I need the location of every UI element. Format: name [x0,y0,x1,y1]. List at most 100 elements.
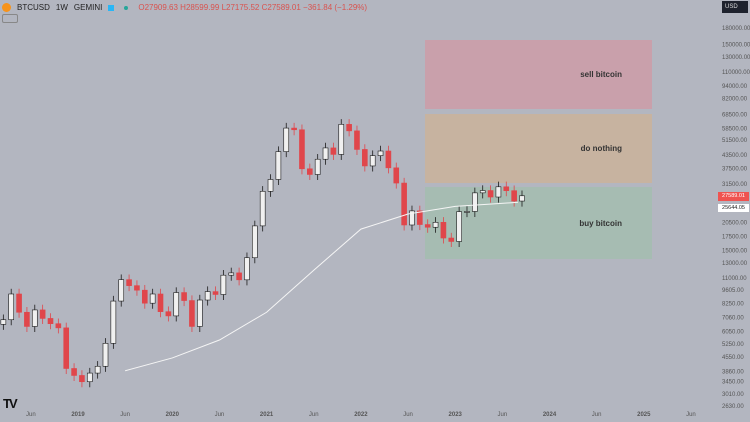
candle-body [299,129,305,170]
market-open-icon [124,5,129,10]
y-tick-label: 13000.00 [722,261,748,267]
y-tick-label: 150000.00 [722,42,750,48]
candle-body [141,289,148,304]
x-tick-label: Jun [498,412,508,418]
y-tick-label: 37500.00 [722,166,748,172]
candle-body [346,124,352,132]
x-tick-label: 2025 [637,412,651,418]
y-tick-label: 3860.00 [722,370,744,376]
candle-body [165,311,172,317]
candle-body [55,323,62,329]
y-tick-label: 5250.00 [722,342,744,348]
candle-body [362,149,368,167]
candle-body [354,130,360,150]
candle-body [31,309,38,327]
y-tick-label: 31500.00 [722,182,748,188]
y-tick-label: 4550.00 [722,355,744,361]
candle-body [424,224,431,228]
candle-body [197,299,203,327]
candle-body [212,291,219,295]
candle-body [134,285,140,291]
x-tick-label: Jun [592,412,602,418]
candle-body [228,272,235,276]
candle-body [479,190,486,194]
zone-sell: sell bitcoin [425,40,652,109]
candle-body [377,150,384,156]
candle-body [456,211,462,242]
close-value: C27589.01 [261,3,301,12]
x-tick-label: 2021 [260,412,274,418]
candle-body [440,222,447,239]
y-tick-label: 51500.00 [722,138,748,144]
candle-body [322,147,329,160]
x-tick-label: 2023 [449,412,463,418]
candle-body [63,327,70,369]
candle-body [307,168,313,175]
x-tick-label: 2020 [166,412,180,418]
exchange: GEMINI [73,3,103,12]
high-value: H28599.99 [180,3,220,12]
candle-body [157,293,164,312]
candle-body [283,127,290,152]
candle-body [401,182,407,226]
candle-body [338,124,345,155]
candle-body [495,186,502,198]
candle-body [8,293,15,321]
candle-body [432,222,439,228]
zone-do-nothing: do nothing [425,114,652,183]
y-tick-label: 8250.00 [722,302,744,308]
zone-sell-label: sell bitcoin [580,70,622,79]
ma-200w-line [125,201,519,372]
y-tick-label: 3450.00 [722,380,744,386]
y-tick-label: 58500.00 [722,127,748,133]
zone-do-nothing-label: do nothing [580,144,622,153]
candle-body [393,167,400,184]
candle-body [314,158,321,175]
y-tick-label: 3010.00 [722,392,744,398]
candle-body [24,311,30,327]
symbol[interactable]: BTCUSD [17,3,50,12]
y-tick-label: 180000.00 [722,26,750,32]
candle-body [448,237,455,242]
symbol-header: BTCUSD 1W GEMINI O27909.63 H28599.99 L27… [2,3,367,12]
candle-body [102,343,109,367]
y-tick-label: 6050.00 [722,329,744,335]
candle-body [16,293,22,313]
price-label: 27589.01 [718,192,749,201]
x-tick-label: Jun [686,412,696,418]
status-icon [108,4,115,11]
candle-body [204,291,211,301]
x-tick-label: 2019 [71,412,85,418]
open-value: O27909.63 [138,3,178,12]
candle-body [118,279,125,302]
candle-body [220,274,227,295]
candle-body [275,151,282,180]
candle-body [503,186,510,191]
zone-buy: buy bitcoin [425,187,652,259]
candle-body [330,147,337,155]
y-tick-label: 20500.00 [722,220,748,226]
candle-body [259,190,266,227]
candle-body [181,292,187,301]
candle-body [236,272,242,281]
candle-body [173,292,180,317]
bitcoin-logo-icon [2,3,11,12]
collapse-legend-button[interactable] [2,14,18,23]
candle-body [409,210,415,226]
x-tick-label: 2024 [543,412,557,418]
candle-body [291,127,297,131]
candle-body [0,319,7,325]
x-tick-label: Jun [309,412,319,418]
change-value: −361.84 (−1.29%) [303,3,368,12]
candle-body [472,192,478,212]
currency-selector[interactable]: USD [722,1,748,13]
ma-label: 25644.05 [718,204,749,212]
x-tick-label: Jun [403,412,413,418]
tradingview-logo: TV [3,396,18,411]
candle-body [110,300,117,344]
y-tick-label: 110000.00 [722,70,750,76]
interval[interactable]: 1W [55,3,68,12]
candle-body [79,375,85,383]
y-tick-label: 15000.00 [722,248,748,254]
